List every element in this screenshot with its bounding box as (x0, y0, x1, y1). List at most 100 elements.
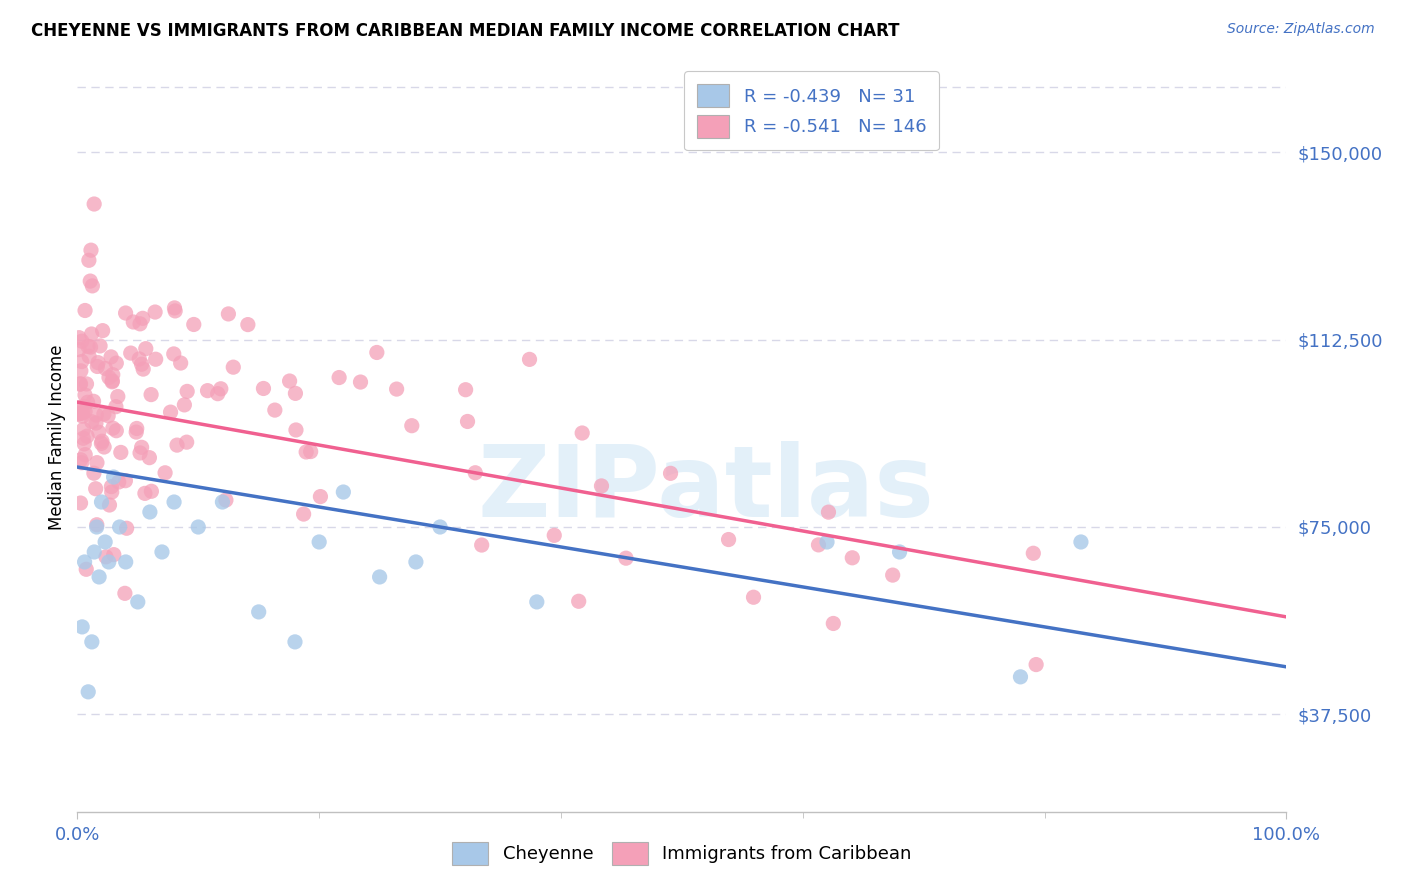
Point (100, 485, 122, 500)
Point (823, 616, 845, 631)
Point (94, 535, 117, 549)
Point (211, 495, 233, 509)
Point (114, 306, 136, 320)
Point (97, 409, 120, 423)
Point (1010, 670, 1032, 684)
Point (76, 429, 98, 443)
Point (215, 493, 238, 508)
Point (80, 326, 103, 341)
Point (115, 521, 138, 535)
Point (187, 520, 209, 534)
Point (107, 475, 129, 489)
Point (614, 551, 637, 566)
Point (163, 301, 186, 315)
Point (83, 197, 105, 211)
Point (84, 416, 107, 430)
Point (101, 421, 124, 435)
Point (183, 318, 205, 332)
Point (101, 375, 124, 389)
Point (127, 595, 149, 609)
Point (72, 431, 94, 445)
Point (70, 620, 93, 634)
Point (332, 485, 354, 500)
Point (80, 635, 103, 649)
Point (141, 484, 163, 499)
Point (882, 568, 904, 582)
Point (1022, 546, 1045, 560)
Text: Source: ZipAtlas.com: Source: ZipAtlas.com (1227, 22, 1375, 37)
Point (263, 403, 285, 417)
Point (101, 374, 124, 388)
Point (299, 444, 322, 458)
Point (125, 425, 148, 439)
Point (86, 517, 108, 532)
Point (73, 400, 96, 414)
Point (107, 390, 129, 404)
Point (173, 398, 195, 412)
Point (252, 382, 274, 396)
Legend: Cheyenne, Immigrants from Caribbean: Cheyenne, Immigrants from Caribbean (440, 830, 924, 878)
Point (108, 520, 131, 534)
Point (815, 535, 838, 549)
Point (429, 520, 451, 534)
Point (89, 339, 111, 353)
Point (90, 436, 112, 450)
Point (817, 505, 839, 519)
Point (841, 550, 863, 565)
Point (135, 342, 157, 356)
Point (72, 422, 94, 436)
Point (104, 400, 127, 414)
Point (73, 303, 96, 318)
Point (125, 421, 148, 435)
Point (75, 448, 97, 462)
Point (76, 376, 98, 391)
Point (464, 466, 486, 480)
Point (519, 352, 541, 367)
Point (114, 586, 136, 600)
Point (134, 486, 156, 500)
Point (79, 340, 101, 354)
Point (76, 395, 98, 409)
Point (1025, 657, 1047, 672)
Point (98, 370, 121, 384)
Point (110, 445, 132, 459)
Point (1070, 535, 1092, 549)
Point (165, 304, 187, 318)
Point (72, 406, 94, 420)
Point (163, 347, 186, 361)
Point (93, 407, 115, 421)
Point (122, 315, 145, 329)
Point (153, 466, 176, 480)
Point (86, 456, 108, 470)
Point (98, 498, 121, 512)
Point (103, 548, 125, 562)
Point (471, 538, 494, 552)
Point (94, 549, 117, 564)
Point (543, 528, 565, 542)
Point (405, 555, 427, 569)
Point (87, 356, 110, 370)
Point (69, 496, 91, 510)
Point (69, 407, 91, 421)
Point (84, 408, 107, 422)
Point (77, 253, 100, 268)
Point (87, 425, 110, 440)
Point (67, 343, 90, 357)
Point (166, 438, 188, 452)
Point (207, 386, 229, 401)
Point (73, 437, 96, 451)
Point (128, 351, 150, 366)
Point (75, 404, 97, 418)
Point (159, 405, 181, 419)
Point (70, 354, 93, 368)
Point (278, 374, 301, 388)
Point (131, 357, 153, 371)
Point (150, 545, 173, 559)
Point (143, 305, 166, 319)
Point (217, 307, 239, 321)
Point (385, 382, 408, 396)
Point (457, 414, 479, 428)
Point (247, 605, 270, 619)
Point (129, 446, 152, 460)
Point (659, 467, 682, 481)
